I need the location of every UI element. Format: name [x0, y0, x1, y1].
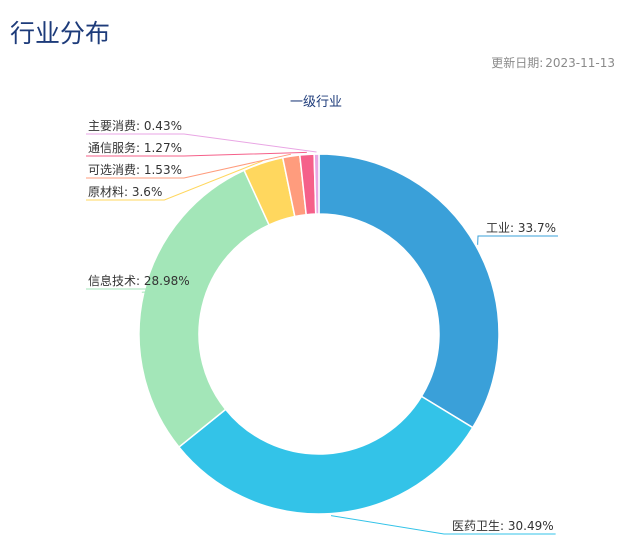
leader-line-1	[330, 515, 556, 535]
leader-line-2	[86, 288, 192, 293]
leader-line-4	[86, 153, 292, 179]
update-date-value: 2023-11-13	[545, 56, 615, 70]
update-date-label: 更新日期:	[491, 56, 544, 70]
leader-line-3	[86, 160, 263, 201]
leader-line-0	[477, 235, 558, 245]
page-title: 行业分布	[10, 19, 111, 48]
chart-title: 一级行业	[290, 95, 342, 110]
slice-label-2: 信息技术: 28.98%	[88, 273, 190, 288]
slice-label-4: 可选消费: 1.53%	[88, 163, 182, 177]
slice-label-3: 原材料: 3.6%	[88, 185, 162, 199]
donut-slice-1[interactable]	[177, 395, 474, 515]
donut-slice-6[interactable]	[313, 153, 320, 215]
slice-label-6: 主要消费: 0.43%	[88, 119, 182, 133]
donut-slices	[138, 153, 500, 515]
leader-line-6	[86, 133, 317, 153]
donut-slice-2[interactable]	[138, 169, 271, 449]
slice-label-1: 医药卫生: 30.49%	[452, 519, 554, 533]
donut-slice-0[interactable]	[318, 153, 500, 429]
leader-line-5	[86, 151, 307, 157]
slice-label-5: 通信服务: 1.27%	[88, 140, 182, 155]
slice-label-0: 工业: 33.7%	[486, 221, 556, 235]
slice-labels: 工业: 33.7% 医药卫生: 30.49% 信息技术: 28.98% 原材料: 3.…	[86, 119, 558, 535]
update-date: 更新日期: 2023-11-13	[491, 54, 615, 71]
